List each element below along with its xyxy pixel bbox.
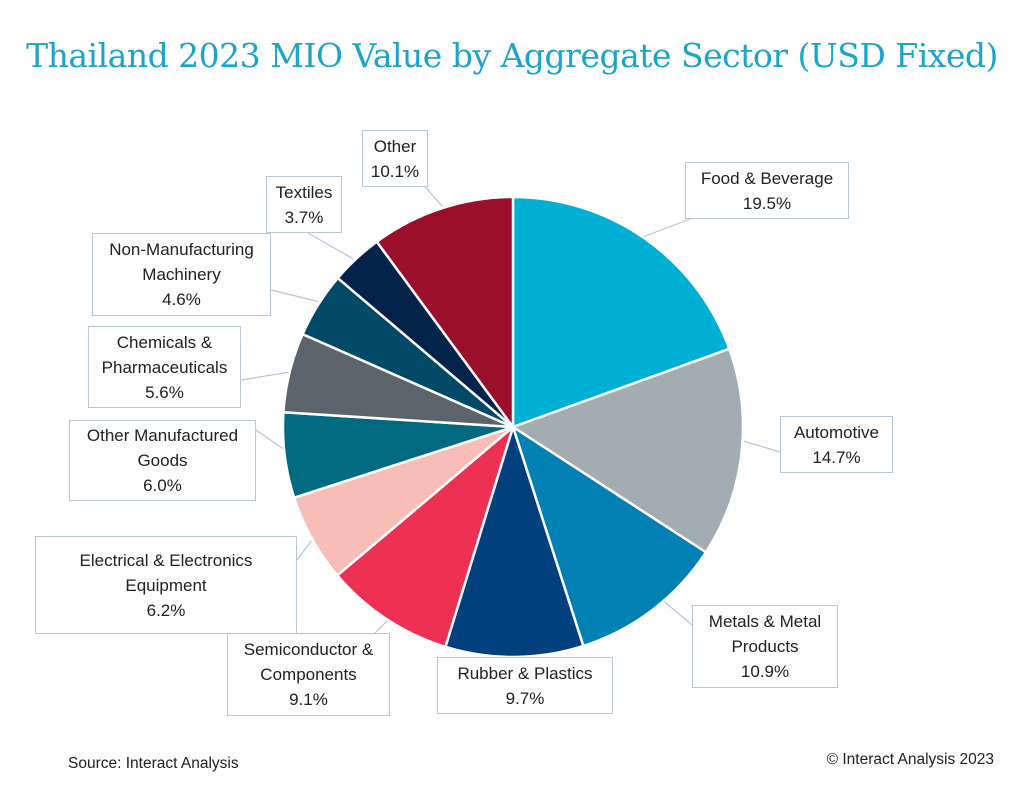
label-metals: Metals & Metal Products 10.9%: [692, 605, 838, 688]
leader-line: [739, 439, 781, 453]
label-value: 9.1%: [289, 690, 328, 709]
pie-slice-automotive: [511, 347, 745, 554]
label-name: Other: [373, 136, 417, 156]
leader-line: [424, 186, 444, 208]
label-textiles: Textiles 3.7%: [266, 176, 342, 233]
label-value: 14.7%: [812, 447, 861, 467]
leader-line: [240, 371, 291, 381]
label-other: Other 10.1%: [362, 130, 428, 187]
label-value: 6.2%: [146, 600, 186, 620]
label-automotive: Automotive 14.7%: [780, 416, 893, 473]
label-other-manufactured: Other Manufactured Goods 6.0%: [69, 420, 256, 501]
label-name: Textiles: [275, 182, 333, 202]
label-value: 9.7%: [505, 688, 545, 708]
label-non-manufacturing: Non-Manufacturing Machinery 4.6%: [92, 233, 271, 316]
pie-slice-metals-metal-products: [511, 425, 708, 648]
source-note: Source: Interact Analysis: [68, 755, 239, 772]
label-name: Rubber & Plastics: [457, 663, 593, 683]
pie-slice-food-beverage: [511, 195, 731, 429]
leader-line: [270, 289, 321, 303]
pie-slice-other: [375, 195, 515, 429]
label-semiconductor: Semiconductor & Components 9.1%: [227, 633, 390, 716]
chart-title: Thailand 2023 MIO Value by Aggregate Sec…: [26, 36, 998, 75]
label-value: 3.7%: [284, 207, 324, 227]
label-value: 4.6%: [162, 290, 201, 309]
label-food-beverage: Food & Beverage 19.5%: [685, 162, 849, 219]
pie-slice-semiconductor-components: [336, 425, 515, 649]
leader-line: [296, 539, 313, 561]
label-name: Other Manufactured Goods: [86, 426, 239, 470]
label-value: 10.9%: [740, 662, 790, 681]
leader-line: [307, 232, 356, 261]
label-name: Food & Beverage: [700, 168, 834, 188]
label-electrical: Electrical & Electronics Equipment 6.2%: [35, 536, 297, 634]
leader-line: [374, 619, 389, 634]
label-name: Automotive: [793, 422, 880, 442]
copyright-note: © Interact Analysis 2023: [826, 751, 994, 768]
label-value: 10.1%: [370, 161, 420, 181]
label-name: Electrical & Electronics Equipment: [79, 550, 253, 595]
label-chemicals: Chemicals & Pharmaceuticals 5.6%: [88, 326, 241, 408]
label-name: Metals & Metal Products: [708, 612, 822, 656]
label-value: 19.5%: [742, 193, 792, 213]
label-name: Semiconductor & Components: [243, 640, 374, 684]
label-value: 6.0%: [143, 476, 182, 495]
leader-line: [639, 218, 691, 239]
label-rubber-plastics: Rubber & Plastics 9.7%: [437, 657, 613, 714]
pie-slice-rubber-plastics: [444, 425, 585, 659]
label-name: Non-Manufacturing Machinery: [109, 240, 254, 284]
label-name: Chemicals & Pharmaceuticals: [101, 332, 228, 377]
leader-line: [659, 597, 693, 626]
label-value: 5.6%: [145, 382, 184, 402]
